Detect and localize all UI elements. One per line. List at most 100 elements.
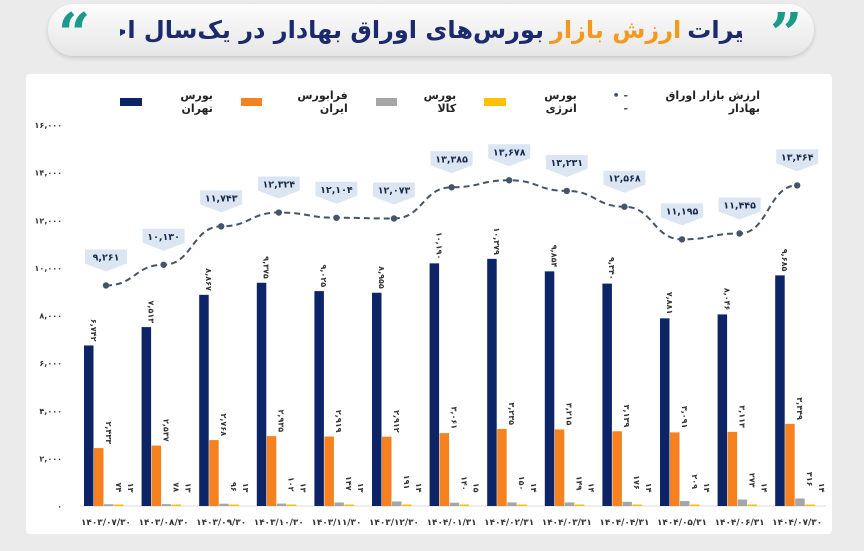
bar-value-label: ۲,۴۳۳ (104, 421, 113, 444)
bar-3 (402, 504, 412, 506)
line-value-label: ۱۰,۱۳۰ (147, 232, 180, 243)
bar-2 (737, 499, 748, 506)
bar-3 (747, 504, 758, 506)
bar-value-label: ۱۴ (529, 483, 538, 493)
y-tick-label: ۸,۰۰۰ (39, 312, 62, 321)
page-title: تغییرات ارزش بازار بورس‌های اوراق بهادار… (120, 4, 742, 56)
bar-value-label: ۸,۹۵۵ (377, 266, 386, 289)
callout-box (430, 151, 473, 174)
x-tick-label: ۱۴۰۳/۱۱/۳۰ (311, 518, 361, 528)
bar-0 (717, 314, 728, 506)
legend-item-farabourse: فرابورس ایران (240, 89, 348, 115)
line-value-label: ۱۳,۲۳۱ (550, 158, 583, 169)
legend-label: ارزش بازار اوراق بهادار (665, 89, 760, 115)
bar-value-label: ۱۹۱ (402, 475, 411, 490)
bar-value-label: ۱۵۰ (517, 476, 526, 491)
callout-box (661, 203, 703, 226)
bar-1 (670, 432, 680, 506)
bar-0 (199, 294, 209, 506)
bar-3 (114, 504, 124, 506)
bar-0 (775, 275, 785, 506)
bar-2 (276, 503, 287, 506)
bar-3 (286, 504, 297, 506)
bar-0 (256, 282, 267, 506)
bar-2 (680, 501, 690, 506)
bar-value-label: ۱۷۶ (632, 475, 641, 490)
bar-3 (574, 504, 585, 506)
bar-1 (324, 436, 334, 506)
callout-box (85, 249, 127, 272)
dashed-line-marker-icon: - • - (612, 89, 629, 115)
bar-3 (171, 504, 182, 506)
bar-value-label: ۱۴ (414, 483, 423, 493)
line-point (333, 214, 340, 221)
bar-3 (690, 504, 700, 506)
callout-box (488, 144, 531, 167)
line-value-label: ۱۲,۰۷۳ (378, 186, 411, 197)
bar-1 (727, 431, 738, 506)
bar-value-label: ۱۰,۳۷۹ (492, 227, 501, 255)
line-value-label: ۱۱,۴۴۵ (723, 200, 756, 211)
bar-value-label: ۱۳ (126, 483, 135, 493)
line-point (218, 223, 225, 230)
callout-box (142, 228, 185, 251)
bar-3 (344, 504, 354, 506)
callout-box (257, 176, 300, 199)
bar-2 (392, 501, 402, 506)
x-tick-label: ۱۴۰۳/۱۲/۳۰ (369, 518, 419, 528)
bar-1 (785, 423, 795, 506)
line-value-label: ۱۳,۳۸۵ (435, 154, 468, 165)
bar-0 (372, 292, 382, 506)
line-point (448, 184, 455, 191)
bar-3 (517, 504, 527, 506)
bar-value-label: ۱۰,۱۹۰ (434, 232, 443, 259)
bar-3 (229, 504, 239, 506)
bar-2 (795, 498, 805, 506)
legend-item-kala: بورس کالا (375, 89, 457, 115)
bar-value-label: ۳,۱۱۳ (737, 405, 746, 428)
bar-value-label: ۲,۵۳۷ (161, 419, 170, 442)
bar-1 (497, 428, 507, 506)
y-tick-label: ۱۰,۰۰۰ (35, 264, 62, 273)
y-tick-label: ۰ (57, 502, 62, 511)
x-tick-label: ۱۴۰۴/۰۶/۳۱ (715, 518, 765, 528)
line-value-label: ۱۲,۵۶۸ (608, 174, 641, 185)
closing-quote-icon: “ (58, 1, 91, 67)
bar-1 (554, 429, 565, 506)
x-tick-label: ۱۴۰۴/۰۴/۳۱ (599, 518, 649, 528)
bar-2 (104, 504, 114, 506)
legend-swatch (375, 98, 398, 106)
bar-1 (382, 436, 392, 506)
bar-2 (564, 502, 575, 506)
line-point (160, 261, 167, 268)
bar-1 (209, 440, 219, 506)
line-point (736, 230, 743, 237)
bar-2 (219, 503, 229, 506)
x-tick-label: ۱۴۰۴/۰۳/۳۱ (542, 518, 592, 528)
legend-label: بورس کالا (423, 89, 457, 115)
callout-box (603, 170, 646, 193)
bar-value-label: ۱۴۷ (344, 476, 353, 491)
x-tick-label: ۱۴۰۴/۰۷/۳۰ (772, 518, 822, 528)
bar-value-label: ۹,۳۴۰ (607, 257, 616, 280)
bar-value-label: ۷۴ (114, 482, 123, 492)
bar-1 (151, 445, 162, 506)
legend-swatch (120, 98, 142, 106)
bar-2 (507, 502, 517, 506)
x-tick-label: ۱۴۰۳/۰۷/۳۰ (81, 518, 131, 528)
y-tick-label: ۱۴,۰۰۰ (35, 169, 62, 178)
line-point (102, 282, 110, 289)
line-point (390, 215, 398, 222)
bar-2 (622, 501, 632, 506)
bar-value-label: ۳,۴۴۹ (795, 397, 804, 420)
line-point (506, 177, 513, 184)
bar-value-label: ۲,۹۱۹ (334, 410, 343, 433)
legend: ارزش بازار اوراق بهادار - • - بورس انرژی … (120, 89, 760, 115)
bar-2 (334, 502, 344, 506)
bar-2 (161, 504, 172, 506)
bar-value-label: ۸,۰۴۶ (722, 288, 731, 311)
bar-value-label: ۲,۷۶۸ (219, 414, 228, 437)
bar-value-label: ۱۴ (587, 483, 596, 493)
bar-value-label: ۱۴ (702, 483, 711, 493)
callout-box (315, 181, 358, 204)
